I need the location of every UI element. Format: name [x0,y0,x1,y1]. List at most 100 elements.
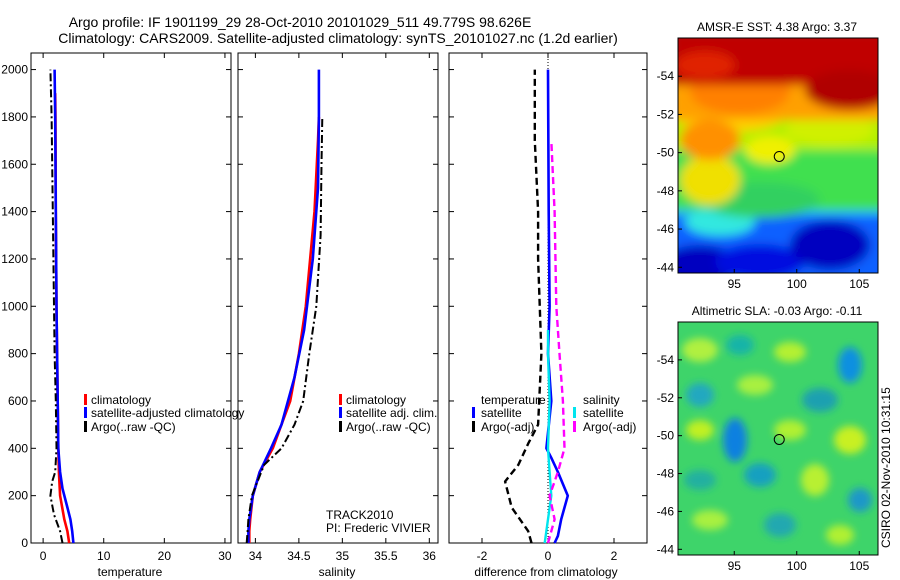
x-tick-label: 34 [249,549,263,563]
x-tick-label: 105 [849,277,869,291]
x-tick-label: 100 [787,277,807,291]
y-tick-label: -48 [657,467,675,481]
difference-panel: -2 0 2 difference from climatology tempera… [448,52,648,579]
legend-label-temperature-argo: Argo(-adj) [481,420,534,434]
x-tick-label: 20 [158,549,172,563]
y-tick-label: -54 [657,69,675,83]
legend-label-salinity-satellite: satellite [583,406,624,420]
series-line-climatology [248,116,321,543]
y-tick-label: -50 [657,146,675,160]
series-line-argo-raw-qc- [49,69,64,544]
side-note: CSIRO 02-Nov-2010 10:31:15 [879,387,893,548]
sst-heatmap [678,38,878,273]
x-tick-label: 0 [545,549,552,563]
y-tick-label: -52 [657,107,675,121]
y-tick-label: -44 [657,542,675,556]
y-tick-label: 1800 [1,110,28,124]
y-tick-label: -50 [657,429,675,443]
y-tick-label: 800 [8,347,28,361]
y-tick-label: 0 [21,536,28,550]
sst-map-panel: AMSR-E SST: 4.38 Argo: 3.37 [657,20,879,291]
y-tick-label: -48 [657,184,675,198]
x-tick-label: 2 [611,549,618,563]
figure-title-line1: Argo profile: IF 1901199_29 28-Oct-2010 … [69,14,532,30]
x-tick-label: 10 [97,549,111,563]
legend-label-salinity-argo: Argo(-adj) [583,420,636,434]
x-tick-label: 100 [787,559,807,573]
argo-position-marker [773,150,785,162]
y-tick-label: -46 [657,504,675,518]
series-line-salinity-argo-adj- [546,140,566,544]
y-tick-label: 200 [8,489,28,503]
salinity-xlabel: salinity [319,565,356,579]
legend-label-climatology: climatology [346,393,406,407]
temperature-legend: climatology satellite-adjusted climatolo… [84,393,244,434]
figure-title-line2: Climatology: CARS2009. Satellite-adjuste… [58,30,618,46]
y-tick-label: 1000 [1,299,28,313]
legend-label-satellite: satellite adj. clim. [346,406,437,420]
legend-swatch-satellite [84,407,87,418]
sla-map-panel: Altimetric SLA: -0.03 Argo: -0.11 [657,304,879,573]
temperature-panel: 0 10 20 30 0 200 400 600 800 1000 1200 1400 1600 1800… [1,52,244,579]
x-tick-label: 35 [336,549,350,563]
legend-label-satellite: satellite-adjusted climatology [91,406,244,420]
x-tick-label: 35.5 [374,549,398,563]
temperature-axes-frame [30,52,232,544]
series-line-satellite-adj-clim- [247,69,321,543]
legend-label-argo: Argo(..raw -QC) [346,420,431,434]
legend-label-argo: Argo(..raw -QC) [91,420,176,434]
y-tick-label: 400 [8,441,28,455]
y-tick-label: 1600 [1,157,28,171]
legend-swatch-temperature-satellite [472,407,475,418]
legend-label-climatology: climatology [91,393,151,407]
pi-annotation: PI: Frederic VIVIER [326,521,431,535]
x-tick-label: 95 [728,559,742,573]
legend-swatch-salinity-satellite [573,407,576,418]
salinity-legend: climatology satellite adj. clim. Argo(..… [339,393,437,434]
y-tick-label: -46 [657,222,675,236]
y-tick-label: 1400 [1,205,28,219]
x-tick-label: 105 [849,559,869,573]
sla-map-axes: 95 100 105 -44 -46 -48 -50 -52 -54 [657,353,870,573]
legend-swatch-temperature-argo [472,421,475,432]
temperature-plot: 0 10 20 30 0 200 400 600 800 1000 1200 1400 1600 1800… [1,53,232,563]
series-line-temperature-argo-adj- [503,69,543,544]
legend-group-title-salinity: salinity [583,393,620,407]
legend-swatch-climatology [84,394,87,405]
sst-map-frame [677,37,879,274]
y-tick-label: -52 [657,391,675,405]
y-tick-label: -44 [657,260,675,274]
difference-legend: temperature satellite Argo(-adj) salinit… [472,393,636,434]
x-tick-label: 30 [218,549,232,563]
legend-swatch-salinity-argo [573,421,576,432]
series-line-satellite-adjusted-climatology [53,69,75,544]
y-tick-label: -54 [657,353,675,367]
sla-map-frame [677,321,879,556]
salinity-axes-frame [237,52,439,544]
legend-swatch-satellite [339,407,342,418]
y-tick-label: 600 [8,394,28,408]
series-line-argo-raw-qc- [245,116,324,544]
x-tick-label: 34.5 [287,549,311,563]
legend-label-temperature-satellite: satellite [481,406,522,420]
legend-group-title-temperature: temperature [481,393,546,407]
x-tick-label: 0 [40,549,47,563]
legend-swatch-argo [339,421,342,432]
legend-swatch-argo [84,421,87,432]
salinity-plot: 34 34.5 35 35.5 36 [238,53,438,563]
x-tick-label: 36 [423,549,437,563]
x-tick-label: -2 [477,549,488,563]
sst-map-title: AMSR-E SST: 4.38 Argo: 3.37 [697,20,857,34]
salinity-panel: 34 34.5 35 35.5 36 salinity climatology sate… [237,52,439,579]
sst-map-axes: 95 100 105 -44 -46 -48 -50 -52 -54 [657,69,870,291]
y-tick-label: 2000 [1,63,28,77]
sla-map-title: Altimetric SLA: -0.03 Argo: -0.11 [692,304,863,318]
temperature-xlabel: temperature [98,565,163,579]
difference-plot: -2 0 2 [449,53,647,563]
legend-swatch-climatology [339,394,342,405]
sla-heatmap [678,322,878,555]
track-annotation: TRACK2010 [326,508,394,522]
difference-xlabel: difference from climatology [474,565,617,579]
y-tick-label: 1200 [1,252,28,266]
